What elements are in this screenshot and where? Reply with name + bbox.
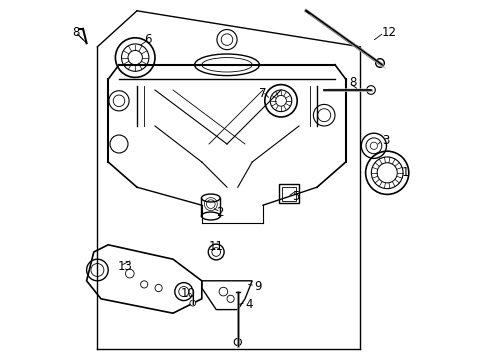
Circle shape bbox=[367, 86, 375, 94]
Bar bbox=[279, 184, 299, 203]
Text: 8: 8 bbox=[349, 76, 357, 89]
Text: 2: 2 bbox=[216, 206, 224, 219]
Bar bbox=[282, 187, 296, 201]
Text: 8: 8 bbox=[72, 26, 79, 39]
Text: 13: 13 bbox=[117, 260, 132, 273]
Text: 12: 12 bbox=[382, 26, 397, 39]
Text: 11: 11 bbox=[209, 240, 224, 253]
Text: 6: 6 bbox=[144, 33, 152, 46]
Text: 3: 3 bbox=[382, 134, 389, 147]
Text: 10: 10 bbox=[180, 287, 195, 300]
Text: 4: 4 bbox=[245, 298, 252, 311]
Circle shape bbox=[376, 59, 384, 67]
Circle shape bbox=[190, 300, 196, 306]
Circle shape bbox=[234, 338, 242, 346]
Text: 5: 5 bbox=[292, 190, 299, 203]
Text: 9: 9 bbox=[254, 280, 262, 293]
Text: 7: 7 bbox=[259, 87, 267, 100]
Text: 1: 1 bbox=[402, 166, 409, 179]
